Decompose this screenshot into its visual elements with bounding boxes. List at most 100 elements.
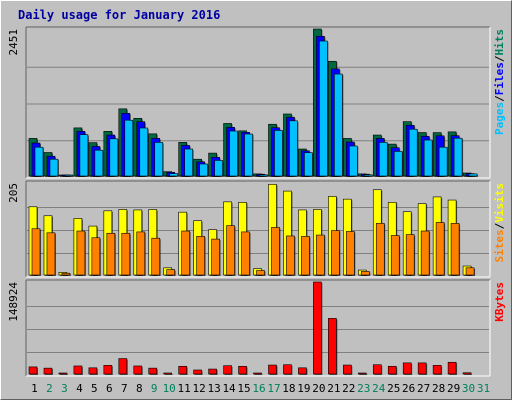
bar-kbytes-day-15 <box>238 365 247 375</box>
bar-pages-day-16 <box>259 174 268 177</box>
bar-kbytes-day-10 <box>163 372 173 375</box>
bar-kbytes-day-19 <box>298 367 307 375</box>
legend-entry: KBytes <box>493 282 506 322</box>
bar-kbytes-day-2 <box>43 367 53 375</box>
bar-kbytes-day-13 <box>208 368 217 375</box>
chart-title: Daily usage for January 2016 <box>18 8 220 22</box>
bar-pages-day-13 <box>214 160 223 177</box>
bar-kbytes-day-8 <box>133 365 143 375</box>
bar-kbytes-day-26 <box>402 362 412 375</box>
series-pages <box>34 40 479 177</box>
bar-sites-day-11 <box>181 230 190 276</box>
bar-kbytes-day-24 <box>372 364 382 375</box>
bar-sites-day-4 <box>76 230 86 276</box>
day-label-20: 20 <box>312 382 325 395</box>
bar-shadow <box>260 175 269 177</box>
day-label-13: 13 <box>207 382 220 395</box>
bar-kbytes-day-17 <box>268 364 277 375</box>
bar-pages-day-18 <box>289 120 298 177</box>
bar-sites-day-13 <box>211 238 220 276</box>
day-label-7: 7 <box>121 382 128 395</box>
day-label-1: 1 <box>31 382 38 395</box>
bar-sites-day-2 <box>46 232 56 276</box>
bar-kbytes-day-20 <box>313 281 322 375</box>
day-label-15: 15 <box>237 382 250 395</box>
bar-sites-day-28 <box>435 222 445 276</box>
bar-sites-day-15 <box>241 231 250 276</box>
bar-pages-day-15 <box>244 133 253 177</box>
day-label-4: 4 <box>76 382 83 395</box>
bar-pages-day-5 <box>94 149 104 177</box>
bar-sites-day-1 <box>31 228 41 276</box>
bar-sites-day-22 <box>346 231 355 276</box>
bar-sites-day-10 <box>166 269 176 276</box>
bar-pages-day-12 <box>199 163 208 177</box>
day-label-28: 28 <box>432 382 445 395</box>
bar-sites-day-3 <box>61 272 71 276</box>
bar-shadow <box>464 373 473 375</box>
bar-sites-day-16 <box>256 270 265 276</box>
day-label-31: 31 <box>477 382 490 395</box>
legend-entry: / <box>493 55 506 62</box>
bar-shadow <box>254 374 263 375</box>
bar-pages-day-20 <box>319 40 328 177</box>
bar-kbytes-day-30 <box>462 372 472 375</box>
legend-entry: / <box>493 95 506 102</box>
bar-pages-day-22 <box>349 145 358 177</box>
bar-kbytes-day-7 <box>118 358 128 375</box>
day-label-2: 2 <box>46 382 53 395</box>
bar-kbytes-day-1 <box>28 366 38 375</box>
bar-kbytes-day-29 <box>447 361 457 375</box>
bar-pages-day-8 <box>139 127 149 177</box>
bar-shadow <box>164 374 173 375</box>
day-label-6: 6 <box>106 382 113 395</box>
bar-pages-day-14 <box>229 130 238 177</box>
bar-sites-day-14 <box>226 225 235 276</box>
bar-shadow <box>359 374 368 375</box>
legend-visits_sites: Sites/Visits <box>493 183 506 263</box>
legend-kbytes: KBytes <box>493 282 506 322</box>
day-label-9: 9 <box>151 382 158 395</box>
day-label-11: 11 <box>178 382 191 395</box>
bar-kbytes-day-9 <box>148 367 158 375</box>
day-label-5: 5 <box>91 382 98 395</box>
bar-kbytes-day-18 <box>283 364 292 375</box>
day-label-26: 26 <box>402 382 415 395</box>
bar-pages-day-25 <box>393 151 403 177</box>
bar-kbytes-day-6 <box>103 365 113 375</box>
day-label-10: 10 <box>163 382 176 395</box>
day-label-22: 22 <box>342 382 355 395</box>
legend-entry: / <box>493 222 506 229</box>
day-label-30: 30 <box>462 382 475 395</box>
bar-shadow <box>65 176 74 177</box>
series-kbytes <box>28 281 473 375</box>
day-label-3: 3 <box>61 382 68 395</box>
bar-pages-day-4 <box>79 134 89 177</box>
bar-pages-day-27 <box>423 139 433 177</box>
bar-sites-day-26 <box>405 234 415 276</box>
legend-entry: Pages <box>493 102 506 135</box>
bar-pages-day-19 <box>304 152 313 177</box>
bar-pages-day-7 <box>124 119 134 177</box>
day-label-19: 19 <box>297 382 310 395</box>
day-label-14: 14 <box>222 382 236 395</box>
day-label-24: 24 <box>372 382 386 395</box>
bar-kbytes-day-21 <box>328 318 337 375</box>
bar-sites-day-5 <box>91 237 101 276</box>
bar-pages-day-17 <box>274 130 283 177</box>
bar-sites-day-7 <box>121 232 131 276</box>
bar-kbytes-day-16 <box>253 372 262 375</box>
bar-pages-day-6 <box>109 138 119 177</box>
bar-kbytes-day-4 <box>73 365 83 375</box>
day-label-12: 12 <box>193 382 206 395</box>
day-label-17: 17 <box>267 382 280 395</box>
bar-shadow <box>59 374 68 375</box>
bar-pages-day-24 <box>378 142 388 177</box>
panel-visits_sites: 205 Sites/Visits <box>7 180 506 278</box>
bar-sites-day-21 <box>331 230 340 276</box>
bar-pages-day-3 <box>64 174 74 177</box>
bar-sites-day-25 <box>390 235 400 276</box>
bar-sites-day-24 <box>375 223 385 276</box>
bar-pages-day-10 <box>169 173 179 177</box>
